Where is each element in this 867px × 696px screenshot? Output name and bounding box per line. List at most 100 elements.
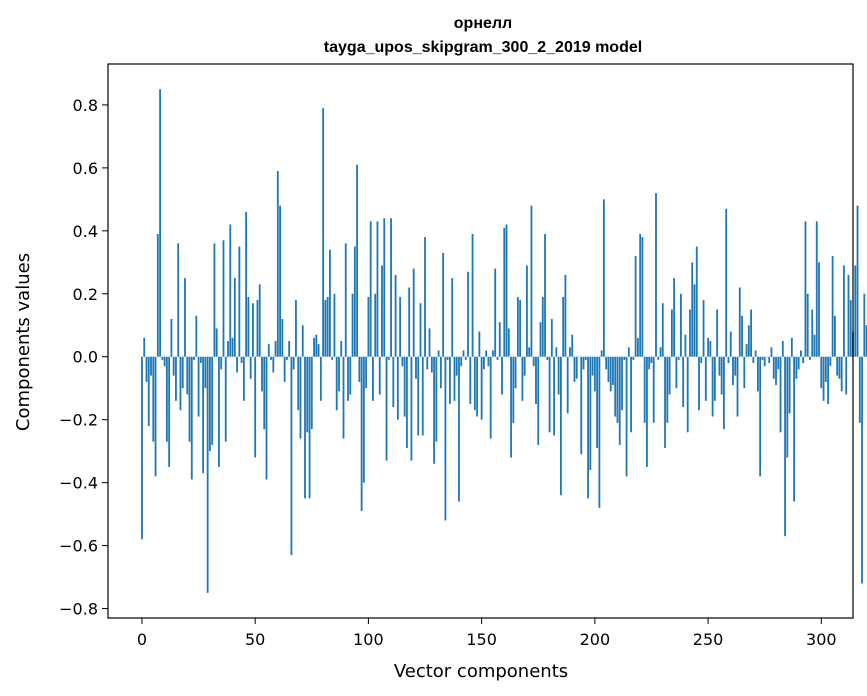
bar-component-267 <box>745 344 748 357</box>
bar-component-64 <box>285 356 288 360</box>
bar-component-249 <box>704 356 707 401</box>
bar-component-77 <box>315 334 318 357</box>
bar-component-310 <box>843 265 845 357</box>
bar-component-315 <box>854 265 857 357</box>
x-tick-label: 50 <box>245 630 265 649</box>
bar-component-245 <box>695 246 698 357</box>
bar-component-16 <box>177 243 180 357</box>
bar-component-253 <box>713 356 716 401</box>
bar-component-194 <box>580 356 583 455</box>
bar-component-299 <box>818 262 820 357</box>
bar-component-63 <box>283 356 286 382</box>
bar-component-228 <box>657 356 660 360</box>
bar-component-258 <box>725 208 728 357</box>
bar-component-160 <box>503 227 506 357</box>
bar-component-38 <box>227 341 229 357</box>
bar-component-53 <box>261 356 263 392</box>
bar-component-61 <box>279 205 281 357</box>
bar-component-7 <box>156 233 159 357</box>
bar-component-275 <box>763 356 766 367</box>
bar-component-95 <box>356 164 358 357</box>
bar-component-90 <box>344 243 347 357</box>
bar-component-203 <box>600 350 603 357</box>
bar-component-294 <box>806 293 809 357</box>
bar-component-105 <box>378 356 381 395</box>
bar-component-300 <box>820 356 823 389</box>
x-tick-label: 200 <box>580 630 611 649</box>
bar-component-247 <box>700 356 703 364</box>
y-tick-label: −0.6 <box>59 537 98 556</box>
bar-component-82 <box>326 296 329 357</box>
bar-component-15 <box>175 356 177 401</box>
bar-component-57 <box>270 356 272 360</box>
bar-component-169 <box>523 356 526 376</box>
bar-component-292 <box>802 356 805 364</box>
bar-component-79 <box>319 356 322 401</box>
bar-component-271 <box>754 350 757 357</box>
bar-component-297 <box>813 334 816 357</box>
bar-component-131 <box>437 350 440 357</box>
bar-component-288 <box>793 356 796 502</box>
bar-component-183 <box>555 347 558 357</box>
bar-component-70 <box>299 356 302 439</box>
bar-component-155 <box>492 350 494 357</box>
bar-component-178 <box>544 233 546 357</box>
bar-component-316 <box>856 205 859 357</box>
x-axis-label: Vector components <box>394 661 568 682</box>
bar-component-274 <box>761 356 764 360</box>
bar-component-171 <box>528 347 531 357</box>
bar-component-43 <box>238 246 241 357</box>
bar-component-279 <box>772 356 775 379</box>
bar-component-146 <box>471 233 474 357</box>
bar-component-13 <box>170 318 173 357</box>
bar-component-251 <box>709 341 712 357</box>
bar-component-170 <box>526 265 528 357</box>
y-tick-label: 0.8 <box>73 96 98 115</box>
bar-component-25 <box>197 356 200 417</box>
bar-component-140 <box>458 356 460 502</box>
bar-component-9 <box>161 356 164 360</box>
bar-component-189 <box>569 347 571 357</box>
bar-component-161 <box>505 224 508 357</box>
bar-component-8 <box>159 89 161 357</box>
bar-component-268 <box>747 325 750 357</box>
bar-component-115 <box>401 356 404 367</box>
bar-component-250 <box>707 337 709 357</box>
bar-component-317 <box>858 356 861 423</box>
bar-component-93 <box>351 293 354 357</box>
bar-component-180 <box>548 356 551 433</box>
bar-component-163 <box>510 356 512 458</box>
y-axis-ticks: −0.8 −0.6 −0.4 −0.2 0.0 0.2 0.4 0.6 0.8 <box>59 96 108 619</box>
bar-component-181 <box>550 318 553 357</box>
bar-component-32 <box>213 243 216 357</box>
bar-component-238 <box>680 293 682 357</box>
bar-component-144 <box>467 271 469 357</box>
bar-component-78 <box>317 344 320 357</box>
bar-component-188 <box>566 356 569 414</box>
bar-component-80 <box>322 108 325 357</box>
bar-component-124 <box>421 356 424 436</box>
bar-component-307 <box>836 356 839 376</box>
bar-component-221 <box>641 237 644 357</box>
bar-component-21 <box>188 356 191 442</box>
bar-component-283 <box>781 341 784 357</box>
bar-component-54 <box>263 356 266 430</box>
bar-component-214 <box>625 356 628 477</box>
bar-component-66 <box>290 356 293 556</box>
y-tick-label: 0.2 <box>73 285 98 304</box>
bar-component-220 <box>639 233 642 357</box>
bar-component-118 <box>408 287 411 357</box>
bar-component-153 <box>487 356 490 367</box>
bar-component-2 <box>145 356 148 382</box>
bar-component-67 <box>292 356 295 370</box>
bar-component-184 <box>557 356 560 395</box>
bar-component-167 <box>519 300 522 357</box>
y-tick-label: 0.0 <box>73 348 98 367</box>
bar-component-256 <box>720 356 723 395</box>
bar-component-133 <box>442 252 445 357</box>
bar-component-97 <box>360 356 363 511</box>
bar-component-210 <box>616 356 619 423</box>
bar-component-102 <box>372 356 374 401</box>
bar-component-98 <box>362 356 365 483</box>
